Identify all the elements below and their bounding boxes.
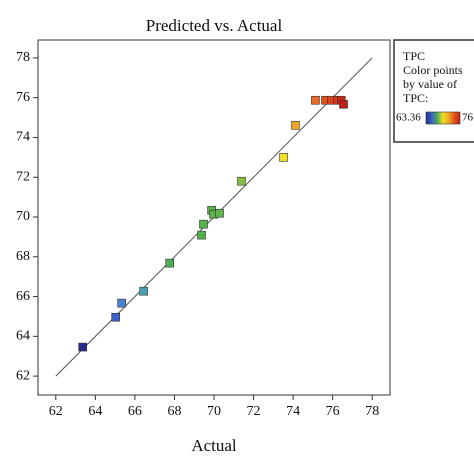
legend-text: Color points	[403, 63, 463, 77]
y-tick-label: 76	[16, 90, 30, 105]
data-point	[139, 286, 148, 296]
y-tick-label: 66	[16, 289, 30, 304]
x-tick-label: 70	[207, 404, 221, 419]
legend-text: TPC:	[403, 91, 428, 105]
x-tick-label: 64	[88, 404, 102, 419]
data-point	[215, 208, 224, 218]
legend-max: 76.55	[462, 112, 474, 124]
data-point	[291, 121, 300, 130]
y-tick-label: 72	[16, 169, 30, 184]
data-point	[111, 312, 121, 322]
y-tick-label: 70	[16, 209, 30, 224]
chart-title: Predicted vs. Actual	[146, 16, 283, 35]
x-tick-label: 74	[286, 404, 300, 419]
y-tick-label: 62	[16, 368, 30, 383]
x-tick-label: 62	[49, 404, 63, 419]
x-tick-label: 66	[128, 404, 142, 419]
data-point	[199, 219, 208, 229]
y-tick-label: 64	[16, 329, 30, 344]
x-tick-label: 72	[247, 404, 261, 419]
x-axis-label: Actual	[191, 436, 237, 455]
legend-text: by value of	[403, 77, 457, 91]
y-tick-label: 74	[16, 130, 30, 145]
y-tick-label: 78	[16, 50, 30, 65]
legend-min: 63.36	[396, 112, 421, 124]
data-point	[237, 176, 246, 186]
legend-text: TPC	[403, 49, 425, 63]
data-point	[197, 230, 206, 240]
data-point	[117, 298, 126, 308]
y-tick-label: 68	[16, 249, 30, 264]
data-point	[311, 95, 320, 105]
data-point	[165, 258, 175, 268]
legend-colorbar	[425, 111, 461, 125]
x-tick-label: 68	[167, 404, 181, 419]
data-point	[279, 153, 288, 162]
data-point	[339, 99, 348, 109]
legend-box	[393, 39, 474, 143]
x-tick-label: 76	[326, 404, 340, 419]
x-tick-label: 78	[365, 404, 379, 419]
data-point	[78, 342, 87, 352]
